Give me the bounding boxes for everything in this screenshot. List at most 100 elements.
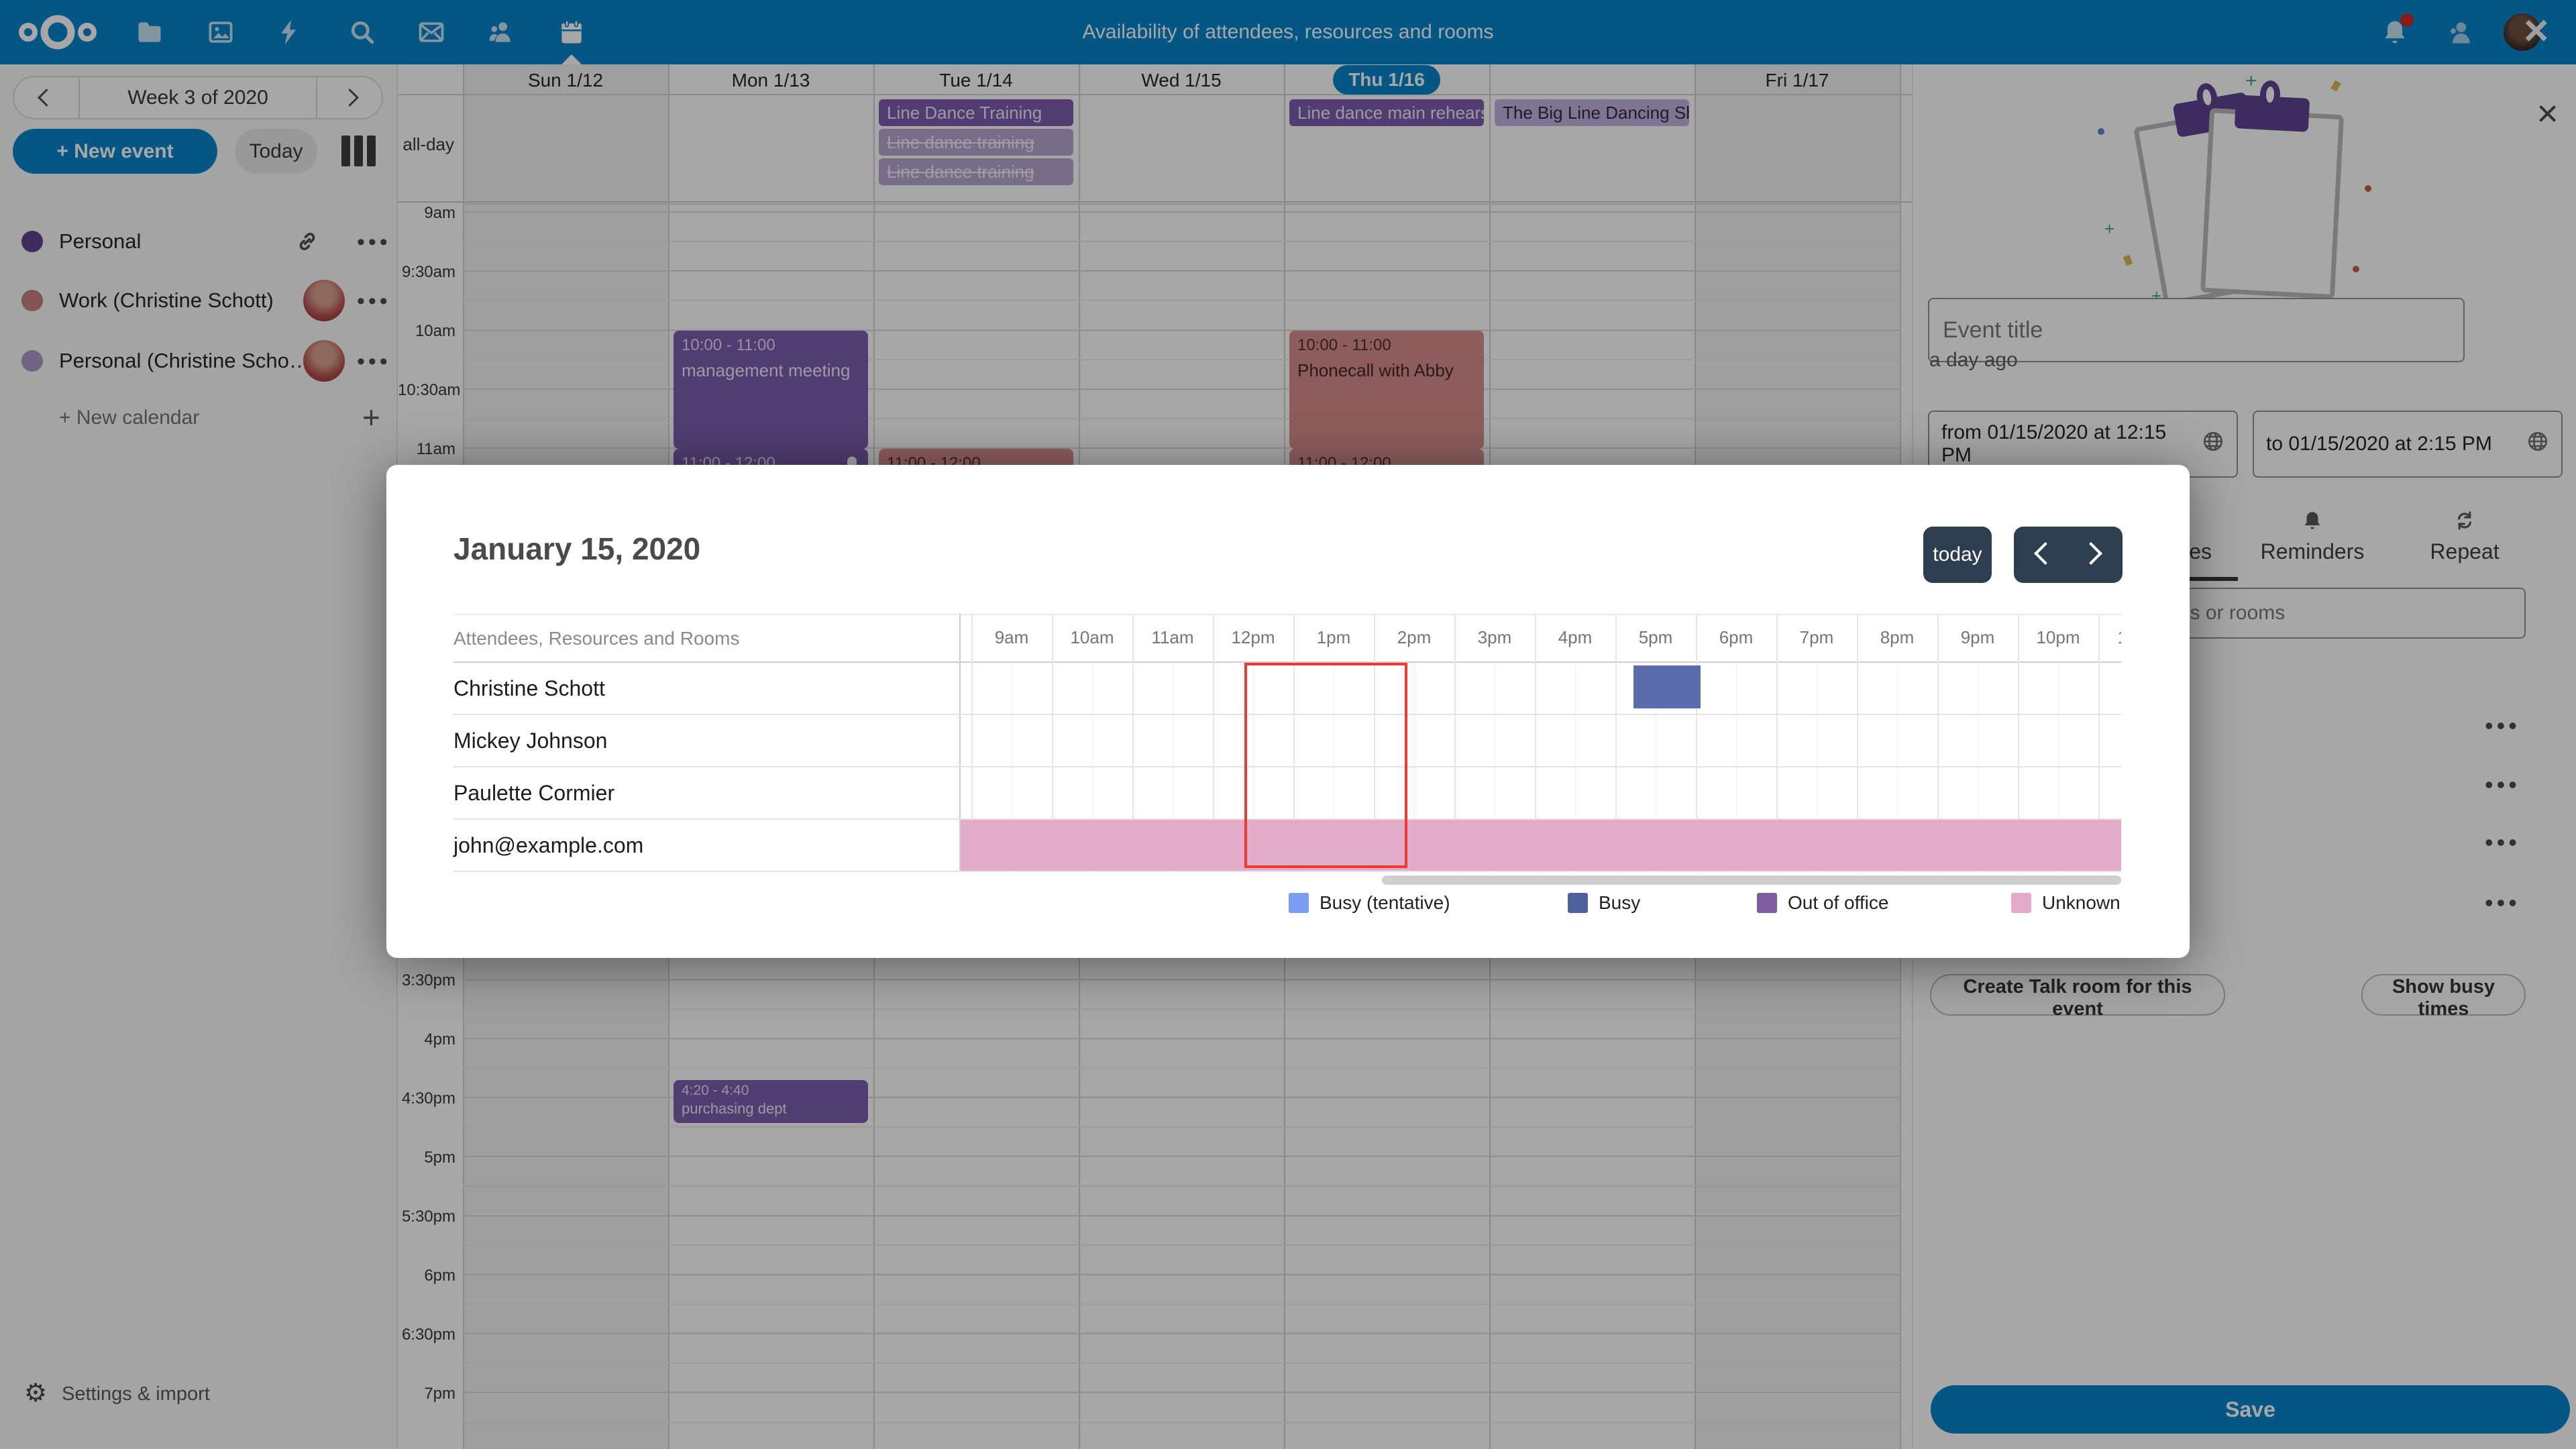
timezone-globe-icon[interactable] xyxy=(2202,430,2224,458)
time-label: 9am xyxy=(424,204,455,222)
day-header-today[interactable]: Thu 1/16 xyxy=(1333,65,1440,95)
calendar-list-item-work[interactable]: Work (Christine Schott) ••• xyxy=(0,279,398,322)
activity-icon[interactable] xyxy=(275,17,305,47)
calendar-color-dot xyxy=(21,231,43,252)
calendar-actions-menu[interactable]: ••• xyxy=(357,229,391,255)
plus-icon: + xyxy=(362,400,380,435)
week-navigation: Week 3 of 2020 xyxy=(13,76,383,119)
hour-label: 4pm xyxy=(1558,627,1593,647)
close-sidebar-icon[interactable]: × xyxy=(2536,92,2559,134)
today-button[interactable]: Today xyxy=(235,129,317,174)
modal-day-nav xyxy=(2014,527,2123,583)
contacts-icon[interactable] xyxy=(486,17,515,47)
time-label: 5:30pm xyxy=(401,1208,455,1226)
show-busy-times-button[interactable]: Show busy times xyxy=(2361,974,2526,1020)
allday-event[interactable]: The Big Line Dancing Show xyxy=(1495,99,1689,126)
legend-out-of-office: Out of office xyxy=(1757,892,1888,914)
time-label: 4pm xyxy=(424,1030,455,1049)
divider xyxy=(398,201,1912,203)
allday-event-cancelled[interactable]: Line dance training xyxy=(879,158,1073,185)
divider xyxy=(316,77,317,118)
time-label: 7pm xyxy=(424,1385,455,1403)
settings-label: Settings & import xyxy=(62,1383,210,1405)
hour-label: 6pm xyxy=(1719,627,1754,647)
files-icon[interactable] xyxy=(135,17,164,47)
active-app-indicator xyxy=(561,54,582,64)
hour-label: 9am xyxy=(994,627,1029,647)
time-label: 10:30am xyxy=(398,381,461,399)
divider xyxy=(398,94,1912,95)
attendee-name: Christine Schott xyxy=(453,676,605,700)
modal-today-button[interactable]: today xyxy=(1923,527,1992,583)
unknown-availability-block xyxy=(961,820,2121,871)
tab-reminders[interactable]: Reminders xyxy=(2259,507,2366,581)
attendee-actions-menu[interactable]: ••• xyxy=(2485,828,2520,856)
modal-date-title: January 15, 2020 xyxy=(453,531,701,566)
calendar-actions-menu[interactable]: ••• xyxy=(357,349,391,374)
calendar-list-item-personal-shared[interactable]: Personal (Christine Scho…) ••• xyxy=(0,339,398,382)
contacts-menu-icon[interactable] xyxy=(2445,17,2475,47)
event-start-value: from 01/15/2020 at 12:15 PM xyxy=(1941,421,2167,466)
hour-label: 9pm xyxy=(1960,627,1995,647)
hour-label: 2pm xyxy=(1397,627,1432,647)
week-view-icon[interactable] xyxy=(341,136,376,166)
allday-event-cancelled[interactable]: Line dance training xyxy=(879,129,1073,156)
new-calendar-label: + New calendar xyxy=(59,407,200,429)
event-purchasing-dept[interactable]: 4:20 - 4:40 purchasing dept xyxy=(674,1080,868,1123)
user-avatar[interactable] xyxy=(2504,13,2541,51)
hour-label: 11pm xyxy=(2098,627,2121,648)
calendar-name: Personal (Christine Scho…) xyxy=(59,349,317,372)
busy-block xyxy=(1633,665,1701,708)
allday-event[interactable]: Line Dance Training xyxy=(879,99,1073,126)
grid-horizontal-scrollbar[interactable] xyxy=(1382,875,2121,885)
event-title-input[interactable] xyxy=(1928,298,2465,362)
calendar-app-icon[interactable] xyxy=(557,17,586,47)
tab-repeat[interactable]: Repeat xyxy=(2418,507,2512,581)
previous-day-button[interactable] xyxy=(2034,541,2057,565)
availability-grid[interactable] xyxy=(959,663,2121,872)
create-talk-room-button[interactable]: Create Talk room for this event xyxy=(1930,974,2225,1020)
hour-label: 3pm xyxy=(1477,627,1512,647)
calendar-actions-menu[interactable]: ••• xyxy=(357,288,391,314)
new-calendar-item[interactable]: + New calendar + xyxy=(0,396,398,439)
calendar-name: Work (Christine Schott) xyxy=(59,288,274,312)
allday-label: all-day xyxy=(402,134,454,154)
page-title: Availability of attendees, resources and… xyxy=(1082,21,1494,43)
timezone-globe-icon[interactable] xyxy=(2526,430,2549,458)
attendee-name: Paulette Cormier xyxy=(453,780,615,805)
calendar-color-dot xyxy=(21,350,43,372)
day-header[interactable]: Sun 1/12 xyxy=(527,70,604,91)
event-end-field[interactable]: to 01/15/2020 at 2:15 PM xyxy=(2253,411,2563,478)
event-management-meeting[interactable]: 10:00 - 11:00 management meeting xyxy=(674,331,868,449)
event-phonecall-with-abby[interactable]: 10:00 - 11:00 Phonecall with Abby xyxy=(1289,331,1484,449)
selected-timeslot-outline xyxy=(1244,663,1407,868)
nextcloud-logo-icon[interactable] xyxy=(16,12,99,56)
photos-icon[interactable] xyxy=(206,17,235,47)
attendee-actions-menu[interactable]: ••• xyxy=(2485,889,2520,916)
allday-event[interactable]: Line dance main rehearsal xyxy=(1289,99,1484,126)
day-header[interactable]: Mon 1/13 xyxy=(731,70,810,91)
next-day-button[interactable] xyxy=(2080,541,2102,565)
day-header[interactable]: Wed 1/15 xyxy=(1141,70,1222,91)
hour-label: 11am xyxy=(1151,627,1194,647)
notifications-bell-icon[interactable] xyxy=(2380,17,2410,47)
settings-import[interactable]: ⚙ Settings & import xyxy=(0,1373,398,1415)
calendar-list-item-personal[interactable]: Personal ••• xyxy=(0,220,398,263)
share-link-icon[interactable] xyxy=(294,228,321,258)
event-end-value: to 01/15/2020 at 2:15 PM xyxy=(2266,433,2492,455)
save-button[interactable]: Save xyxy=(1931,1385,2570,1434)
close-icon[interactable]: × xyxy=(2524,6,2549,54)
legend-busy-tentative: Busy (tentative) xyxy=(1289,892,1450,914)
hour-label: 7pm xyxy=(1799,627,1834,647)
search-icon[interactable] xyxy=(347,17,377,47)
week-label[interactable]: Week 3 of 2020 xyxy=(127,87,268,109)
new-event-button[interactable]: + New event xyxy=(13,129,217,174)
attendee-actions-menu[interactable]: ••• xyxy=(2485,712,2520,739)
day-header[interactable]: Tue 1/14 xyxy=(939,70,1013,91)
day-header[interactable]: Fri 1/17 xyxy=(1765,70,1829,91)
top-bar: Availability of attendees, resources and… xyxy=(0,0,2576,64)
mail-icon[interactable] xyxy=(417,17,446,47)
calendar-name: Personal xyxy=(59,229,142,253)
attendee-actions-menu[interactable]: ••• xyxy=(2485,771,2520,798)
